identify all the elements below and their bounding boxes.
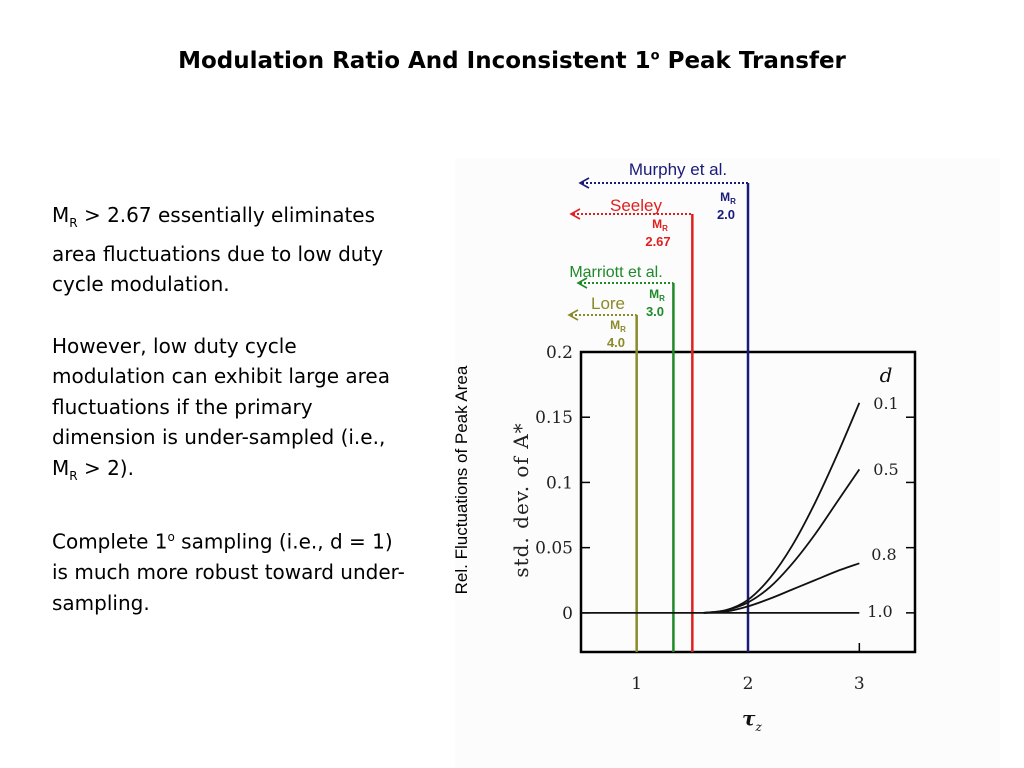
mr-symbol: M [652, 217, 662, 231]
y-axis-label: std. dev. of A* [509, 422, 533, 577]
series-label: 0.8 [871, 545, 896, 564]
title-end: Peak Transfer [659, 48, 846, 74]
p3-text-end: sampling (i.e., d = 1) is much more robu… [52, 529, 405, 615]
y-tick-label: 0.05 [535, 539, 573, 559]
series-line [703, 402, 861, 614]
p2-mr-subscript: R [69, 468, 78, 483]
x-axis-subscript: z [754, 720, 762, 734]
mr-symbol: M [610, 318, 620, 332]
body-text: MR > 2.67 essentially eliminates area fl… [52, 200, 407, 649]
reference-name: Seeley [610, 196, 662, 215]
p2-text: However, low duty cycle modulation can e… [52, 333, 390, 480]
curve-labels: 0.1 0.5 0.8 1.0 [867, 394, 898, 621]
arrowhead-icon [567, 309, 579, 321]
y-tick-label: 0.1 [546, 473, 573, 493]
reference-mr-label: MR [720, 190, 736, 206]
series-label: 0.1 [873, 394, 898, 413]
mr-symbol: M [720, 190, 730, 204]
p1-text: > 2.67 essentially eliminates area fluct… [52, 203, 384, 296]
title-superscript: o [650, 48, 660, 64]
reference-mr-value: 2.67 [645, 234, 670, 249]
y-ticks: 0 0.05 0.1 0.15 0.2 [535, 343, 915, 624]
reference-mr-value: 3.0 [646, 304, 664, 319]
mr-symbol: M [649, 287, 659, 301]
reference-mr-label: MR [649, 287, 665, 303]
y-tick-label: 0.15 [535, 408, 573, 428]
reference-mr-value: 2.0 [717, 207, 735, 222]
p3-superscript: o [167, 530, 175, 544]
figure-background [455, 158, 1000, 768]
x-tick-label: 1 [631, 674, 642, 694]
reference-mr-label: MR [652, 217, 668, 233]
x-tick-label: 3 [854, 674, 865, 694]
title-main: Modulation Ratio And Inconsistent 1 [178, 48, 651, 74]
paragraph-complete-sampling: Complete 1o sampling (i.e., d = 1) is mu… [52, 522, 407, 618]
x-axis-symbol: τ [742, 706, 756, 730]
y-tick-label: 0.2 [546, 343, 573, 363]
reference-mr-value: 4.0 [607, 335, 625, 350]
x-axis-label: τz [742, 706, 762, 734]
mr-subscript: R [620, 325, 626, 334]
x-tick-label: 2 [743, 674, 754, 694]
arrowhead-icon [578, 177, 590, 189]
legend-title: d [880, 363, 893, 387]
reference-mr-label: MR [610, 318, 626, 334]
paragraph-mr-threshold: MR > 2.67 essentially eliminates area fl… [52, 200, 407, 300]
reference-name: Lore [591, 294, 625, 313]
mr-subscript: R [730, 197, 736, 206]
reference-name: Marriott et al. [569, 264, 662, 281]
curves [581, 402, 861, 614]
p2-text-end: > 2). [77, 455, 134, 480]
outer-y-label: Rel. Fluctuations of Peak Area [452, 365, 471, 594]
series-label: 0.5 [873, 460, 898, 479]
series-line [703, 562, 860, 614]
p1-mr-symbol: M [52, 203, 70, 227]
series-label: 1.0 [867, 602, 892, 621]
p1-mr-subscript: R [69, 216, 78, 230]
y-tick-label: 0 [562, 604, 573, 624]
series-line [703, 468, 861, 614]
mr-subscript: R [662, 224, 668, 233]
paragraph-low-duty-cycle: However, low duty cycle modulation can e… [52, 331, 407, 492]
arrowhead-icon [576, 277, 588, 289]
reference-name: Murphy et al. [629, 160, 727, 179]
arrowhead-icon [569, 208, 581, 220]
p3-text: Complete 1 [52, 529, 168, 554]
mr-subscript: R [659, 294, 665, 303]
slide-title: Modulation Ratio And Inconsistent 1o Pea… [0, 48, 1024, 74]
